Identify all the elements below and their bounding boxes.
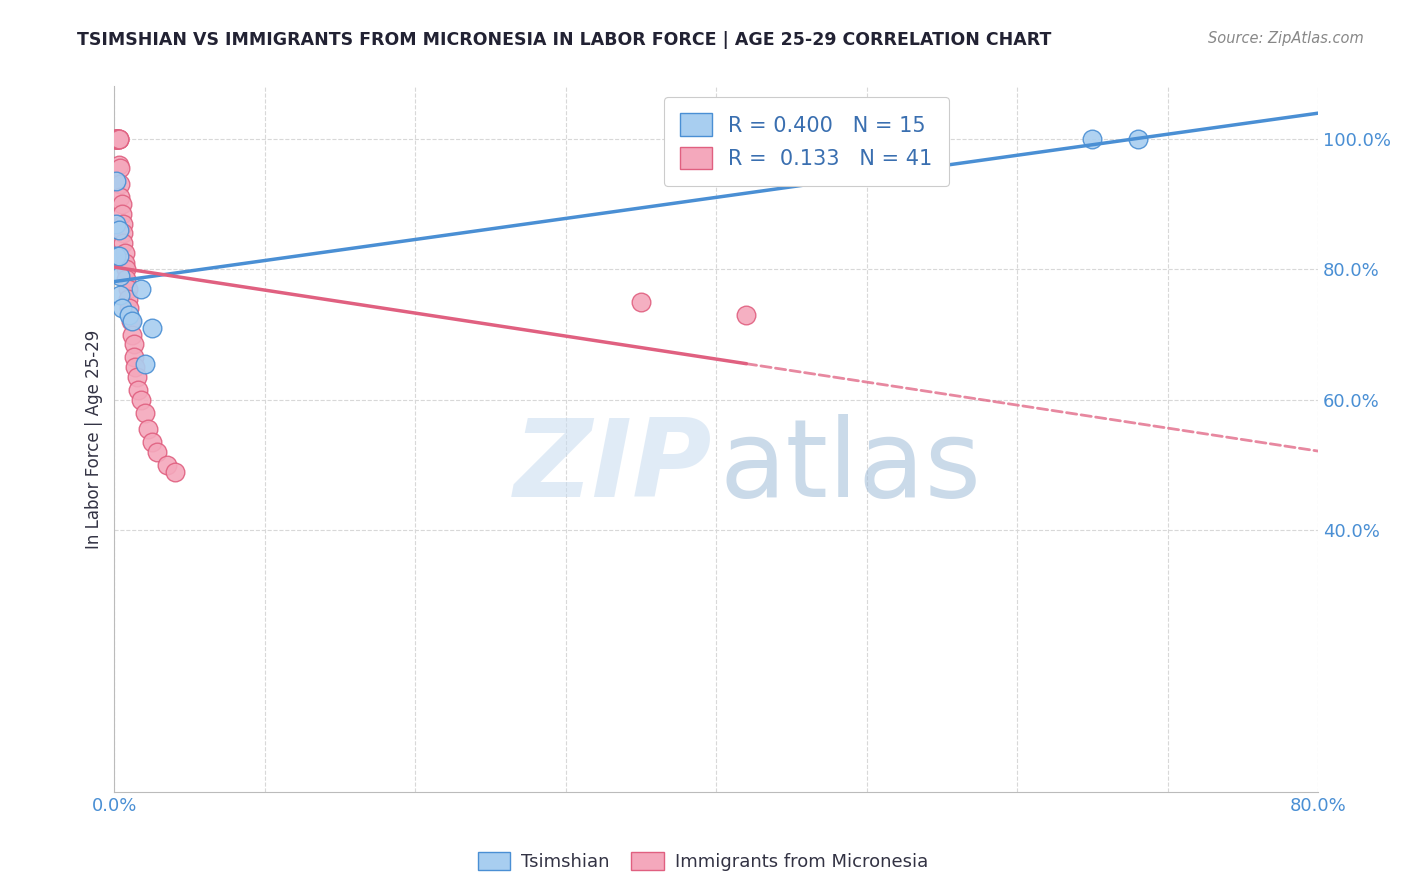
Point <box>121 314 143 328</box>
Point <box>112 227 135 241</box>
Point <box>104 131 127 145</box>
Point <box>125 370 148 384</box>
Point <box>120 314 142 328</box>
Legend: R = 0.400   N = 15, R =  0.133   N = 41: R = 0.400 N = 15, R = 0.133 N = 41 <box>664 96 949 186</box>
Point <box>114 246 136 260</box>
Point <box>122 337 145 351</box>
Point <box>117 292 139 306</box>
Y-axis label: In Labor Force | Age 25-29: In Labor Force | Age 25-29 <box>86 329 103 549</box>
Point <box>1126 131 1149 145</box>
Point <box>115 272 138 286</box>
Point <box>111 197 134 211</box>
Point <box>118 308 141 322</box>
Point <box>104 174 127 188</box>
Point <box>115 262 138 277</box>
Point <box>108 131 131 145</box>
Point <box>110 288 132 302</box>
Point <box>134 357 156 371</box>
Point <box>131 282 153 296</box>
Point <box>104 217 127 231</box>
Point <box>145 445 167 459</box>
Point <box>735 308 758 322</box>
Point <box>163 465 186 479</box>
Point <box>136 422 159 436</box>
Point <box>108 131 131 145</box>
Text: ZIP: ZIP <box>515 414 713 520</box>
Point <box>110 178 132 192</box>
Point <box>108 158 131 172</box>
Point <box>110 190 132 204</box>
Point <box>107 131 129 145</box>
Text: TSIMSHIAN VS IMMIGRANTS FROM MICRONESIA IN LABOR FORCE | AGE 25-29 CORRELATION C: TSIMSHIAN VS IMMIGRANTS FROM MICRONESIA … <box>77 31 1052 49</box>
Point <box>114 256 136 270</box>
Point <box>112 217 135 231</box>
Point <box>1081 131 1104 145</box>
Point <box>111 207 134 221</box>
Point <box>630 294 652 309</box>
Point <box>110 161 132 175</box>
Legend: Tsimshian, Immigrants from Micronesia: Tsimshian, Immigrants from Micronesia <box>471 845 935 879</box>
Point <box>108 249 131 263</box>
Point <box>104 131 127 145</box>
Point <box>111 301 134 316</box>
Point <box>122 351 145 365</box>
Point <box>117 282 139 296</box>
Point <box>141 435 163 450</box>
Point <box>121 327 143 342</box>
Point <box>127 383 149 397</box>
Point <box>118 301 141 316</box>
Point <box>156 458 179 472</box>
Point <box>110 268 132 283</box>
Point <box>141 321 163 335</box>
Point <box>108 131 131 145</box>
Point <box>112 236 135 251</box>
Point <box>108 223 131 237</box>
Point <box>104 131 127 145</box>
Point <box>124 360 146 375</box>
Text: Source: ZipAtlas.com: Source: ZipAtlas.com <box>1208 31 1364 46</box>
Point <box>107 131 129 145</box>
Point <box>131 392 153 407</box>
Text: atlas: atlas <box>720 414 981 520</box>
Point <box>104 249 127 263</box>
Point <box>134 406 156 420</box>
Point <box>107 131 129 145</box>
